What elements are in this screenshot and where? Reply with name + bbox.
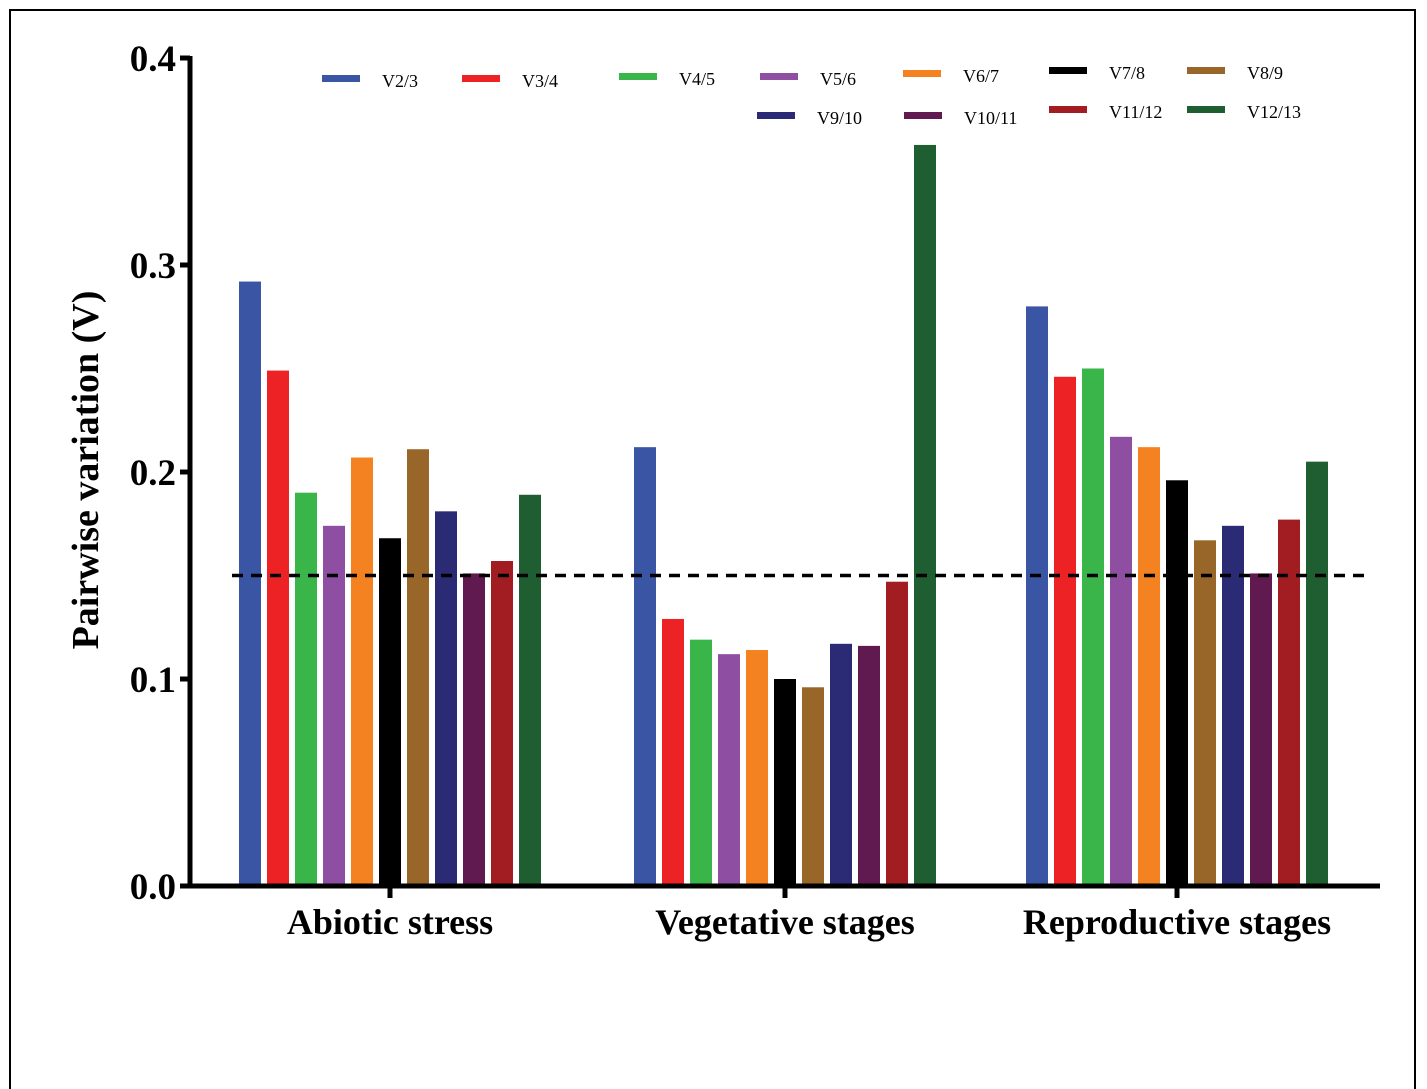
legend: V2/3 V3/4 V4/5 V5/6 V6/7 V7/8 V8/9 V9/10 V10/11 V… [322, 63, 1301, 128]
legend-label: V12/13 [1247, 102, 1301, 122]
bar-reproductive-stages-v12-13 [1306, 461, 1328, 886]
bar-reproductive-stages-v10-11 [1250, 573, 1272, 886]
x-category-label: Reproductive stages [1023, 902, 1331, 942]
legend-swatch [1049, 67, 1087, 74]
bar-abiotic-stress-v5-6 [323, 525, 345, 886]
bar-abiotic-stress-v10-11 [463, 573, 485, 886]
bars-group [239, 144, 1328, 886]
bar-vegetative-stages-v2-3 [634, 447, 656, 886]
bar-vegetative-stages-v9-10 [830, 643, 852, 886]
legend-label: V2/3 [382, 71, 418, 91]
bar-reproductive-stages-v9-10 [1222, 525, 1244, 886]
bar-abiotic-stress-v2-3 [239, 281, 261, 886]
legend-swatch [322, 75, 360, 82]
bar-reproductive-stages-v3-4 [1054, 376, 1076, 886]
legend-swatch [619, 73, 657, 80]
figure-frame [9, 9, 1416, 1089]
legend-swatch [1187, 67, 1225, 74]
y-tick-label: 0.0 [130, 867, 176, 908]
bar-abiotic-stress-v8-9 [407, 449, 429, 886]
bar-abiotic-stress-v11-12 [491, 561, 513, 886]
legend-swatch [760, 73, 798, 80]
bar-abiotic-stress-v4-5 [295, 492, 317, 886]
bar-abiotic-stress-v7-8 [379, 538, 401, 886]
axes-group: 0.0 0.1 0.2 0.3 0.4 Abiotic stress Vegetative … [130, 39, 1380, 942]
bar-reproductive-stages-v7-8 [1166, 480, 1188, 886]
bar-vegetative-stages-v12-13 [914, 144, 936, 886]
bar-vegetative-stages-v3-4 [662, 618, 684, 886]
legend-label: V3/4 [522, 71, 558, 91]
y-tick-label: 0.4 [130, 39, 176, 80]
legend-swatch [1187, 106, 1225, 113]
legend-swatch [904, 112, 942, 119]
bar-abiotic-stress-v9-10 [435, 511, 457, 886]
bar-reproductive-stages-v4-5 [1082, 368, 1104, 886]
bar-vegetative-stages-v11-12 [886, 581, 908, 886]
legend-label: V4/5 [679, 69, 715, 89]
legend-label: V9/10 [817, 108, 862, 128]
legend-label: V7/8 [1109, 63, 1145, 83]
bar-reproductive-stages-v6-7 [1138, 447, 1160, 886]
x-category-label: Vegetative stages [655, 902, 915, 942]
x-category-label: Abiotic stress [287, 902, 493, 942]
bar-reproductive-stages-v8-9 [1194, 540, 1216, 886]
y-tick-label: 0.3 [130, 246, 176, 287]
bar-abiotic-stress-v12-13 [519, 494, 541, 886]
legend-label: V10/11 [964, 108, 1017, 128]
legend-swatch [1049, 106, 1087, 113]
legend-label: V11/12 [1109, 102, 1162, 122]
bar-abiotic-stress-v3-4 [267, 370, 289, 886]
legend-label: V5/6 [820, 69, 856, 89]
bar-vegetative-stages-v6-7 [746, 650, 768, 886]
bar-vegetative-stages-v10-11 [858, 645, 880, 886]
bar-vegetative-stages-v8-9 [802, 687, 824, 886]
bar-reproductive-stages-v5-6 [1110, 436, 1132, 886]
bar-vegetative-stages-v5-6 [718, 654, 740, 886]
bar-reproductive-stages-v11-12 [1278, 519, 1300, 886]
legend-label: V8/9 [1247, 63, 1283, 83]
legend-swatch [462, 75, 500, 82]
y-tick-label: 0.1 [130, 660, 176, 701]
legend-swatch [903, 70, 941, 77]
bar-reproductive-stages-v2-3 [1026, 306, 1048, 886]
legend-swatch [757, 112, 795, 119]
y-axis-title: Pairwise variation (V) [65, 291, 107, 650]
y-tick-label: 0.2 [130, 453, 176, 494]
bar-vegetative-stages-v4-5 [690, 639, 712, 886]
legend-label: V6/7 [963, 66, 999, 86]
bar-abiotic-stress-v6-7 [351, 457, 373, 886]
bar-vegetative-stages-v7-8 [774, 679, 796, 886]
